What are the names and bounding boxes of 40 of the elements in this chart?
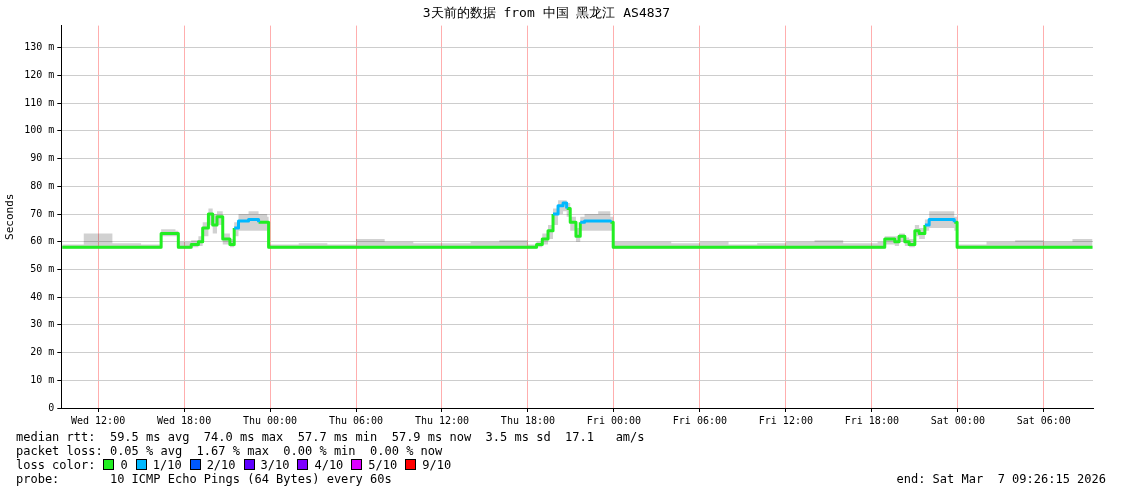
- x-tick-label: Wed 18:00: [156, 414, 212, 426]
- text: median rtt: 59.5 ms avg 74.0 ms max 57.7 ms min 57.9 ms now 3.5 ms sd 17.1 am/s: [16, 430, 646, 444]
- y-tick-label: 10 m: [30, 373, 55, 385]
- x-tick-label: Fri 00:00: [586, 414, 642, 426]
- y-axis-title: Seconds: [3, 193, 17, 240]
- x-tick-label: Sat 06:00: [1016, 414, 1071, 426]
- y-tick-label: 20 m: [30, 346, 55, 358]
- y-tick-label: 130 m: [24, 41, 55, 53]
- legend-label: 9/10: [422, 458, 452, 472]
- y-tick-label: 50 m: [30, 263, 55, 275]
- legend-label: 2/10: [206, 458, 236, 472]
- x-tick-label: Wed 12:00: [70, 414, 126, 426]
- chart-title: 3天前的数据 from 中国 黑龙江 AS4837: [422, 5, 671, 21]
- legend-label: 0: [120, 458, 128, 472]
- y-tick-label: 60 m: [30, 235, 55, 247]
- y-tick-label: 100 m: [24, 124, 55, 136]
- x-tick-label: Thu 06:00: [328, 414, 384, 426]
- y-tick-label: 0: [48, 401, 55, 413]
- x-tick-label: Fri 18:00: [844, 414, 899, 426]
- text: packet loss: 0.05 % avg 1.67 % max 0.00 % min 0.00 % now: [16, 444, 444, 458]
- legend-title: loss color:: [16, 458, 96, 472]
- y-tick-label: 90 m: [30, 152, 55, 164]
- x-tick-label: Thu 18:00: [500, 414, 556, 426]
- x-tick-label: Fri 06:00: [672, 414, 727, 426]
- legend-label: 3/10: [260, 458, 290, 472]
- y-tick-label: 70 m: [30, 207, 55, 219]
- x-tick-label: Fri 12:00: [758, 414, 813, 426]
- y-tick-label: 120 m: [24, 69, 55, 81]
- x-tick-label: Thu 12:00: [414, 414, 470, 426]
- text: probe: 10 ICMP Echo Pings (64 Bytes) every 60s: [16, 472, 392, 486]
- x-tick-label: Sat 00:00: [930, 414, 985, 426]
- legend-label: 5/10: [368, 458, 398, 472]
- y-tick-label: 40 m: [30, 290, 55, 302]
- x-tick-label: Thu 00:00: [242, 414, 298, 426]
- text: end: Sat Mar 7 09:26:15 2026: [896, 472, 1106, 486]
- y-tick-label: 30 m: [30, 318, 55, 330]
- legend-label: 4/10: [314, 458, 344, 472]
- y-tick-label: 80 m: [30, 179, 55, 191]
- legend-label: 1/10: [152, 458, 182, 472]
- y-tick-label: 110 m: [24, 96, 55, 108]
